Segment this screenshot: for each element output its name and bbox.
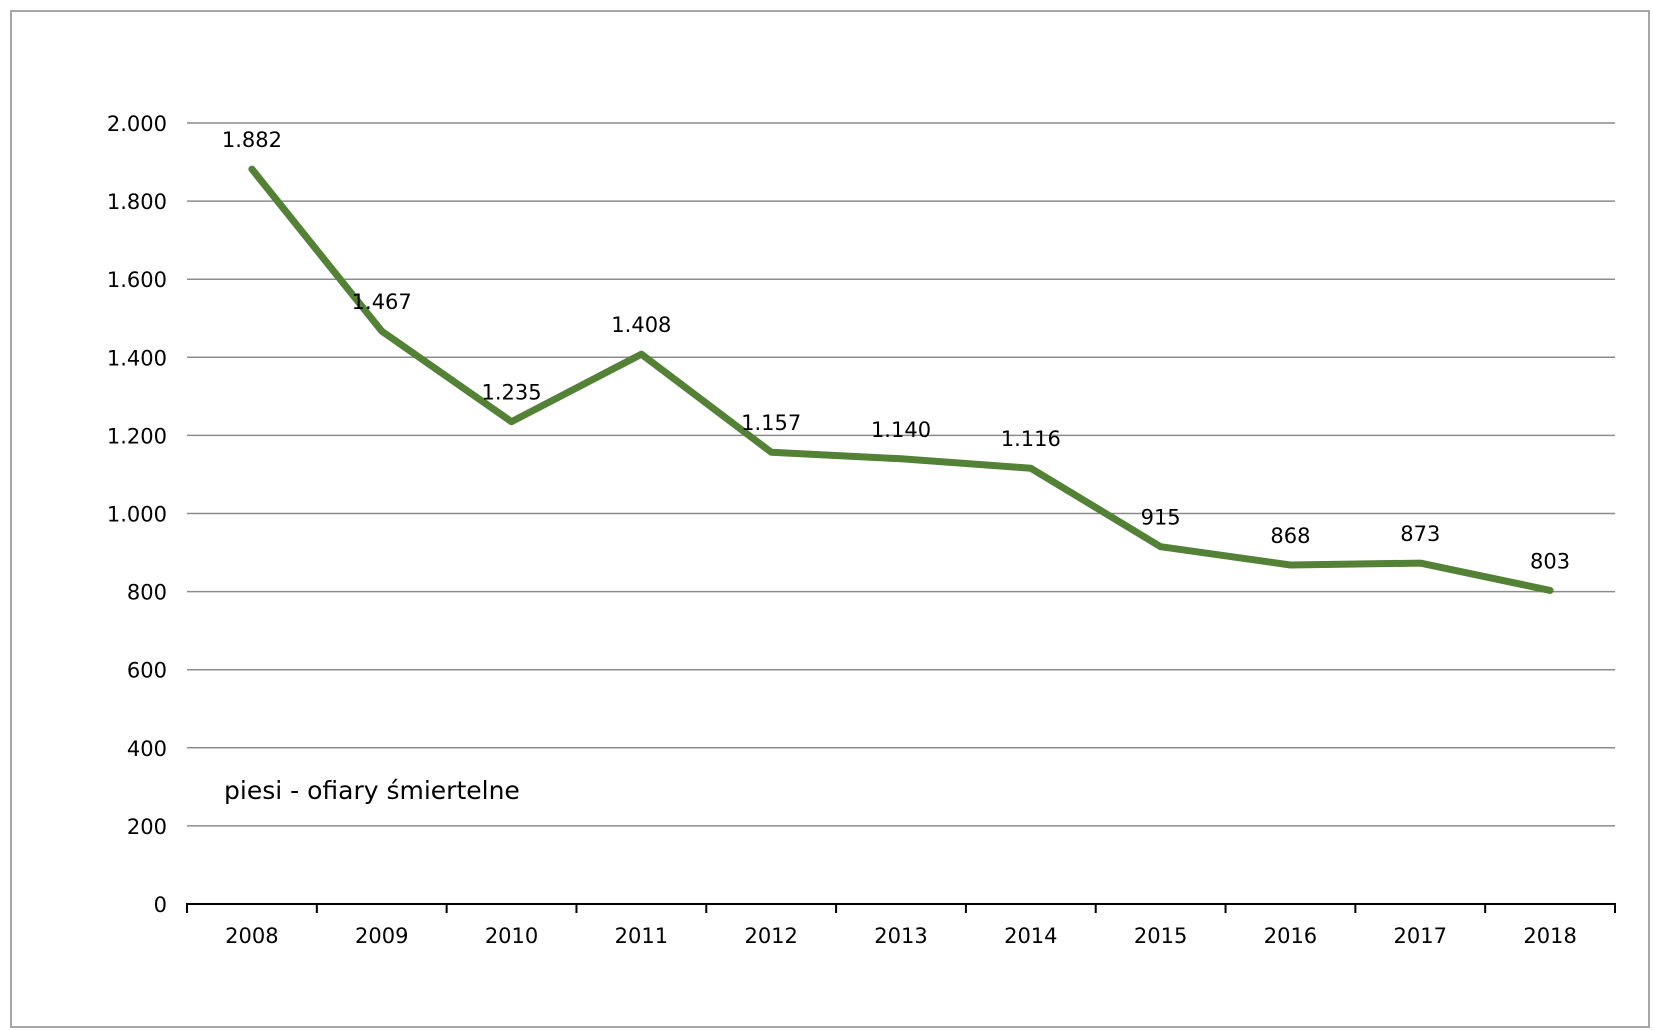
data-label: 873 bbox=[1400, 522, 1440, 546]
chart-frame bbox=[10, 10, 1650, 1028]
data-label: 803 bbox=[1530, 549, 1570, 573]
x-tick-label: 2013 bbox=[874, 924, 927, 948]
data-label: 1.116 bbox=[1001, 427, 1061, 451]
x-tick-label: 2016 bbox=[1264, 924, 1317, 948]
x-tick-label: 2010 bbox=[485, 924, 538, 948]
data-label: 1.408 bbox=[611, 313, 671, 337]
gridlines bbox=[187, 122, 1615, 827]
data-label: 915 bbox=[1141, 506, 1181, 530]
y-tick-label: 1.000 bbox=[107, 503, 167, 527]
x-tick-label: 2015 bbox=[1134, 924, 1187, 948]
y-tick-label: 2.000 bbox=[107, 112, 167, 136]
y-axis-tick-labels: 0 200 400 600 800 1.000 1.200 1.400 1.600 1.800 2.… bbox=[107, 112, 167, 917]
y-tick-label: 1.400 bbox=[107, 346, 167, 370]
x-tick-label: 2012 bbox=[744, 924, 797, 948]
data-label: 1.140 bbox=[871, 418, 931, 442]
x-tick-label: 2008 bbox=[225, 924, 278, 948]
series-line bbox=[248, 165, 1554, 594]
data-label: 1.882 bbox=[222, 128, 282, 152]
y-tick-label: 0 bbox=[154, 893, 167, 917]
data-label: 1.235 bbox=[481, 381, 541, 405]
y-tick-label: 400 bbox=[127, 737, 167, 761]
series-label: piesi - ofiary śmiertelne bbox=[224, 776, 520, 805]
y-tick-label: 800 bbox=[127, 581, 167, 605]
data-labels: 1.882 1.467 1.235 1.408 1.157 1.140 1.116 915 86… bbox=[222, 128, 1570, 573]
data-label: 1.467 bbox=[352, 290, 412, 314]
y-tick-label: 200 bbox=[127, 815, 167, 839]
data-label: 868 bbox=[1270, 524, 1310, 548]
data-label: 1.157 bbox=[741, 411, 801, 435]
y-tick-label: 1.600 bbox=[107, 268, 167, 292]
x-tick-label: 2018 bbox=[1523, 924, 1576, 948]
y-tick-label: 1.800 bbox=[107, 190, 167, 214]
x-axis bbox=[186, 903, 1616, 913]
x-tick-label: 2017 bbox=[1394, 924, 1447, 948]
y-tick-label: 1.200 bbox=[107, 424, 167, 448]
x-tick-label: 2014 bbox=[1004, 924, 1057, 948]
y-tick-label: 600 bbox=[127, 659, 167, 683]
series-layer bbox=[248, 165, 1554, 594]
x-tick-label: 2011 bbox=[615, 924, 668, 948]
x-tick-label: 2009 bbox=[355, 924, 408, 948]
x-axis-tick-labels: 2008 2009 2010 2011 2012 2013 2014 2015 2016 2017… bbox=[225, 924, 1577, 948]
